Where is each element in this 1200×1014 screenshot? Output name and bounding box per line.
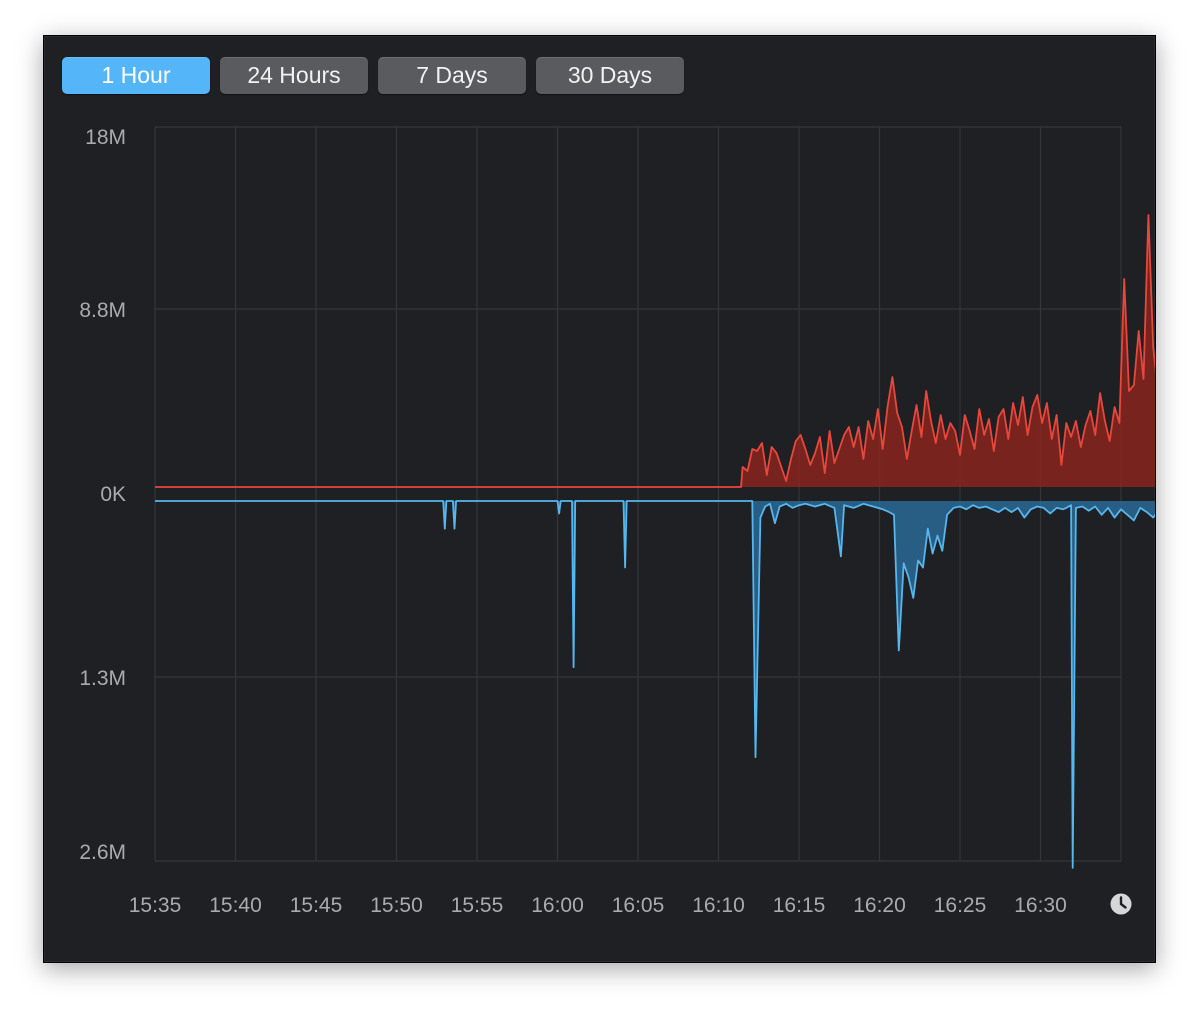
x-tick-label: 16:05	[612, 894, 665, 917]
download-line	[155, 500, 1155, 869]
tab-1-hour[interactable]: 1 Hour	[62, 57, 210, 94]
x-tick-label: 15:35	[129, 894, 182, 917]
x-tick-label: 15:40	[209, 894, 262, 917]
tab-7-days[interactable]: 7 Days	[378, 57, 526, 94]
tab-24-hours[interactable]: 24 Hours	[220, 57, 368, 94]
y-tick-label: 2.6M	[79, 841, 126, 864]
x-tick-label: 15:55	[451, 894, 504, 917]
y-tick-label: 0K	[100, 483, 126, 506]
clock-icon[interactable]	[1110, 893, 1132, 915]
download-series	[155, 500, 1155, 869]
time-range-tabs: 1 Hour 24 Hours 7 Days 30 Days	[62, 57, 684, 94]
tab-30-days[interactable]: 30 Days	[536, 57, 684, 94]
download-area	[155, 501, 1155, 868]
y-tick-label: 1.3M	[79, 667, 126, 690]
traffic-chart-window: 1 Hour 24 Hours 7 Days 30 Days 18M 8.8M 0K…	[43, 35, 1156, 963]
y-tick-label: 18M	[85, 126, 126, 149]
x-tick-label: 16:10	[692, 894, 745, 917]
x-tick-label: 16:30	[1014, 894, 1067, 917]
upload-area	[155, 215, 1155, 487]
x-tick-label: 16:15	[773, 894, 826, 917]
x-axis-labels: 15:35 15:40 15:45 15:50 15:55 16:00 16:05 16:10…	[129, 894, 1067, 917]
upload-series	[155, 214, 1155, 488]
x-tick-label: 15:50	[370, 894, 423, 917]
x-tick-label: 15:45	[290, 894, 343, 917]
x-tick-label: 16:00	[531, 894, 584, 917]
chart-grid	[154, 126, 1122, 862]
x-tick-label: 16:25	[934, 894, 987, 917]
y-tick-label: 8.8M	[79, 299, 126, 322]
upload-line	[155, 214, 1155, 488]
x-tick-label: 16:20	[853, 894, 906, 917]
y-axis-labels: 18M 8.8M 0K 1.3M 2.6M	[79, 126, 126, 864]
